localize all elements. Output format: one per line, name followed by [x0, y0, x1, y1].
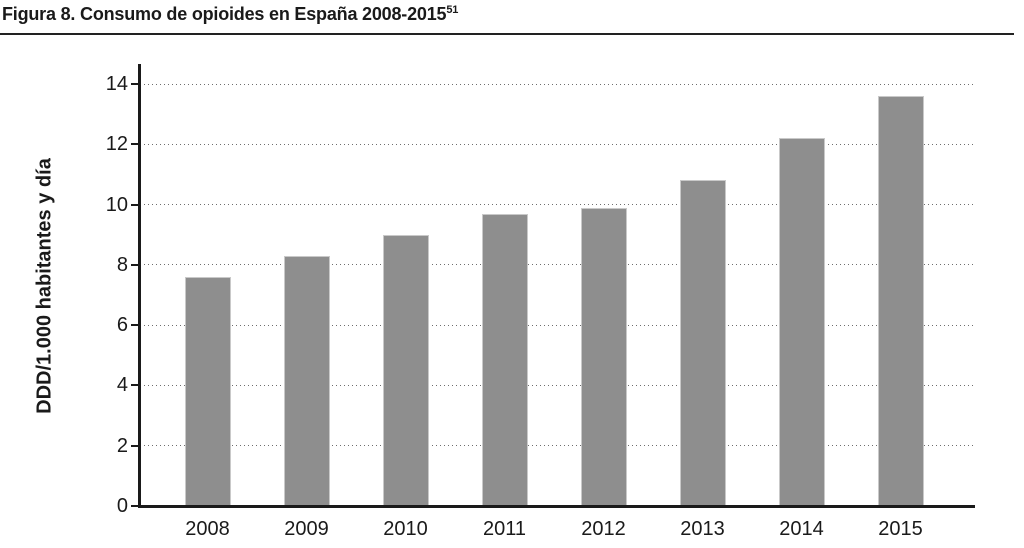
y-axis-title: DDD/1.000 habitantes y día — [33, 158, 56, 414]
y-axis-line — [138, 64, 141, 508]
plot-area — [140, 83, 975, 506]
gridline-y-2 — [140, 445, 975, 447]
y-tick-mark-2 — [131, 444, 138, 447]
y-tick-mark-6 — [131, 324, 138, 327]
y-axis-tick-label-0: 0 — [116, 495, 128, 517]
bar-2009 — [283, 255, 330, 506]
y-axis-tick-label-4: 4 — [116, 374, 128, 397]
x-axis-label-2011: 2011 — [482, 518, 526, 540]
x-axis-line — [138, 505, 975, 508]
x-axis-label-2009: 2009 — [284, 518, 329, 540]
bar-2010 — [382, 234, 429, 506]
x-axis-label-2008: 2008 — [185, 518, 230, 540]
x-axis-label-2012: 2012 — [581, 518, 626, 540]
bar-2008 — [184, 276, 231, 506]
y-axis-tick-label-8: 8 — [116, 253, 128, 276]
x-axis-label-2013: 2013 — [680, 518, 725, 540]
y-tick-mark-12 — [131, 143, 138, 146]
bar-2015 — [877, 96, 924, 506]
gridline-y-8 — [140, 264, 975, 266]
y-tick-mark-14 — [131, 83, 138, 85]
x-axis-label-2014: 2014 — [779, 518, 824, 540]
chart-title-superscript: 51 — [446, 4, 459, 16]
bar-2014 — [778, 138, 825, 506]
y-tick-mark-8 — [131, 263, 138, 266]
gridline-y-4 — [140, 384, 975, 386]
y-axis-tick-label-2: 2 — [116, 434, 128, 457]
gridline-y-12 — [140, 143, 975, 145]
y-tick-mark-10 — [131, 203, 138, 206]
y-axis-tick-label-10: 10 — [105, 193, 128, 216]
x-axis-label-2010: 2010 — [383, 518, 428, 540]
y-axis-tick-label-14: 14 — [105, 73, 128, 95]
y-tick-mark-4 — [131, 384, 138, 387]
y-tick-mark-0 — [131, 505, 138, 507]
gridline-y-6 — [140, 324, 975, 326]
y-axis-tick-label-12: 12 — [105, 133, 128, 156]
gridline-y-14 — [140, 83, 975, 85]
gridline-y-10 — [140, 204, 975, 206]
x-axis-label-2015: 2015 — [878, 518, 923, 540]
chart-title: Figura 8. Consumo de opioides en España … — [2, 4, 458, 25]
title-divider-line — [0, 33, 1014, 35]
chart-title-text: Figura 8. Consumo de opioides en España … — [2, 4, 447, 24]
bar-2013 — [679, 180, 726, 506]
bar-2012 — [580, 207, 627, 506]
bar-2011 — [481, 213, 528, 506]
y-axis-tick-label-6: 6 — [116, 314, 128, 337]
